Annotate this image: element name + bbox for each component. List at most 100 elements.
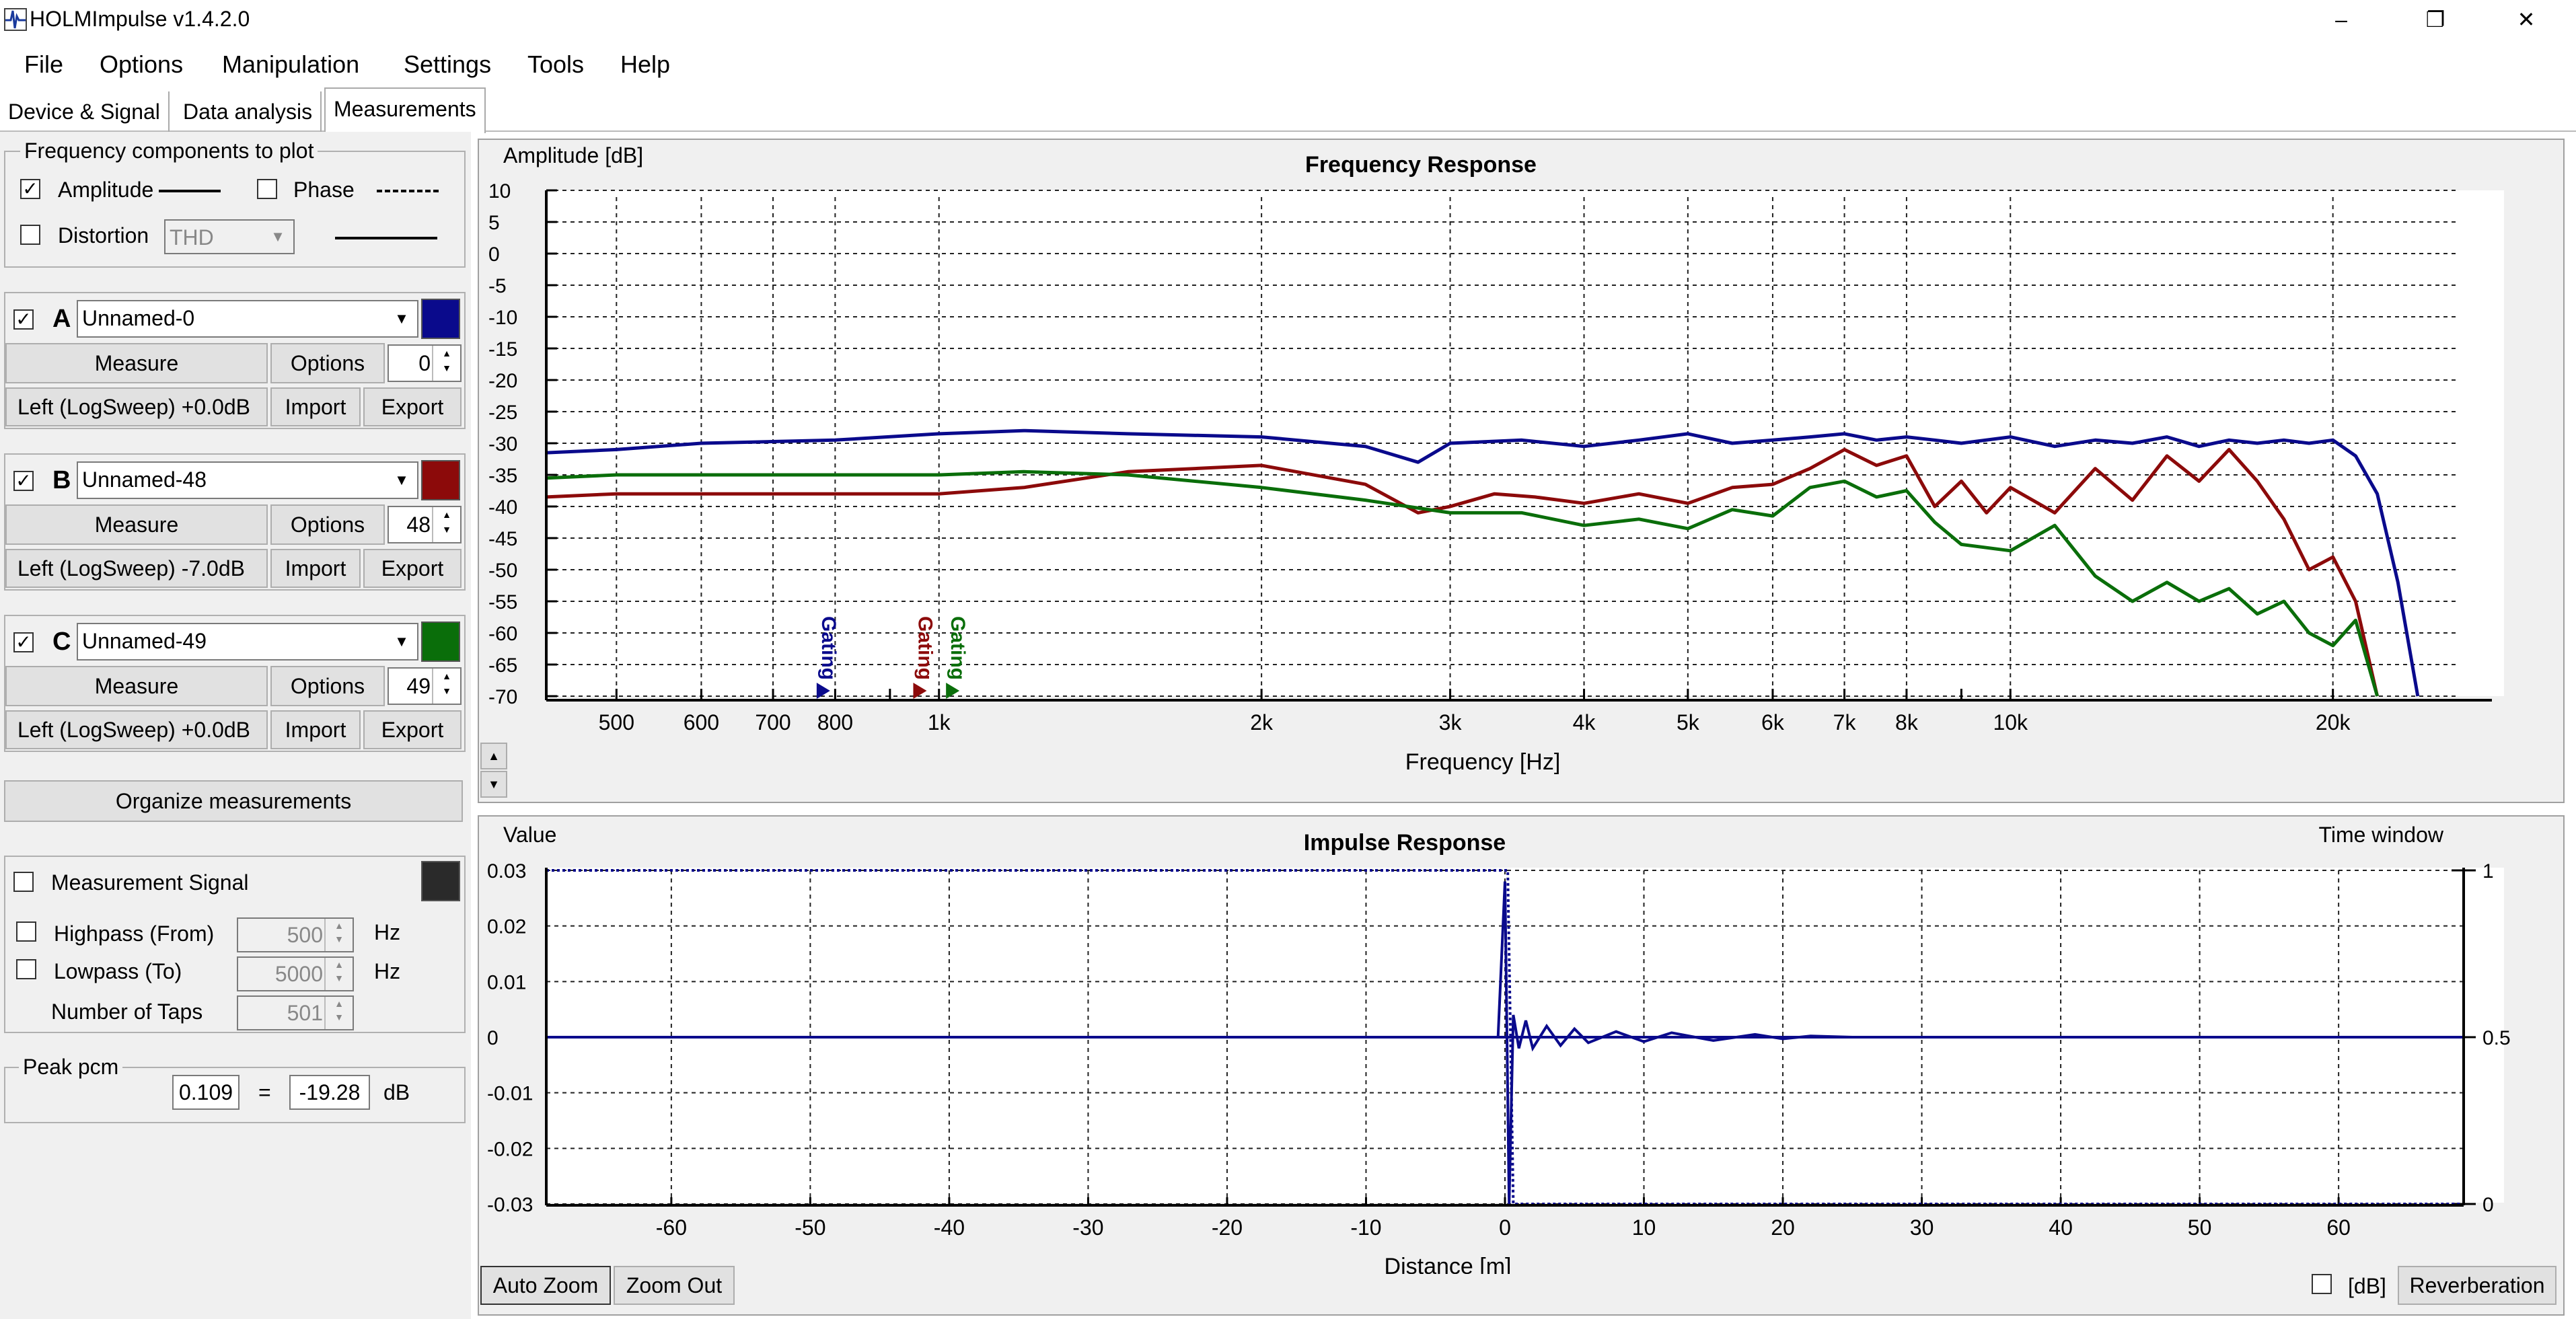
menu-file[interactable]: File [24, 50, 64, 78]
measurement-c-name-select[interactable]: Unnamed-49 ▼ [77, 623, 418, 661]
imp-y-ticks: 0.03 0.02 0.01 0 -0.01 -0.02 -0.03 [487, 860, 533, 1216]
phase-checkbox[interactable] [257, 179, 277, 199]
minimize-button[interactable]: – [2335, 7, 2347, 32]
measurement-c-info: Left (LogSweep) +0.0dB [5, 710, 268, 749]
distortion-label: Distortion [58, 223, 149, 248]
freq-x-tick-label: 20k [2316, 710, 2351, 734]
imp-x-tick-label: 10 [1632, 1215, 1656, 1240]
menu-manipulation[interactable]: Manipulation [222, 50, 360, 78]
phase-label: Phase [293, 178, 355, 202]
spinner-arrows-icon[interactable]: ▲ ▼ [432, 507, 460, 542]
measurement-signal-color-swatch[interactable] [421, 861, 460, 901]
measurement-c-options-button[interactable]: Options [270, 666, 385, 706]
freq-y-tick-label: -30 [488, 433, 517, 455]
impulse-response-chart[interactable]: 0.03 0.02 0.01 0 -0.01 -0.02 -0.03 1 0.5 0 -60 -5… [479, 817, 2562, 1274]
measurement-b-checkbox[interactable]: ✓ [13, 471, 34, 491]
measurement-b-import-button[interactable]: Import [270, 549, 361, 588]
measurement-b-spinner[interactable]: 48 ▲ ▼ [388, 506, 462, 543]
tab-measurements[interactable]: Measurements [324, 87, 486, 133]
freq-y-tick-label: -70 [488, 686, 517, 708]
measurement-b-measure-button[interactable]: Measure [5, 504, 268, 545]
lowpass-checkbox[interactable] [16, 959, 36, 979]
distortion-select-value: THD [170, 225, 214, 250]
distortion-select[interactable]: THD ▼ [164, 219, 295, 254]
freq-x-tick-label: 2k [1250, 710, 1274, 734]
amplitude-checkbox[interactable]: ✓ [20, 179, 40, 199]
organize-measurements-button[interactable]: Organize measurements [4, 780, 463, 822]
reverberation-button[interactable]: Reverberation [2398, 1266, 2556, 1305]
menu-settings[interactable]: Settings [404, 50, 492, 78]
peak-equals: = [258, 1080, 271, 1104]
measurement-a-options-button[interactable]: Options [270, 343, 385, 383]
distortion-line-sample [335, 237, 437, 239]
freq-y-tick-label: 10 [488, 180, 511, 202]
freq-y-tick-label: -60 [488, 623, 517, 645]
taps-spinner[interactable]: 501 ▲ ▼ [237, 995, 354, 1030]
measurement-a-checkbox[interactable]: ✓ [13, 309, 34, 330]
measurement-b-name-select[interactable]: Unnamed-48 ▼ [77, 461, 418, 499]
spinner-arrows-icon[interactable]: ▲ ▼ [324, 919, 353, 951]
menu-options[interactable]: Options [100, 50, 184, 78]
frequency-response-chart[interactable]: 10 5 0 -5 -10 -15 -20 -25 -30 -35 -40 -45 -50 -55 -60 -… [479, 140, 2562, 800]
title-bar [0, 0, 2576, 39]
lowpass-label: Lowpass (To) [54, 959, 182, 983]
gating-marker-b-icon [913, 683, 927, 699]
db-checkbox[interactable] [2312, 1274, 2332, 1294]
tab-device-signal[interactable]: Device & Signal [0, 91, 170, 132]
highpass-checkbox[interactable] [16, 921, 36, 942]
freq-y-tick-label: -25 [488, 402, 517, 424]
restore-button[interactable]: ❐ [2425, 7, 2445, 32]
measurement-a-name-select[interactable]: Unnamed-0 ▼ [77, 300, 418, 338]
freq-x-tick-label: 7k [1833, 710, 1857, 734]
measurement-b-export-button[interactable]: Export [363, 549, 462, 588]
spinner-arrows-icon[interactable]: ▲ ▼ [432, 669, 460, 704]
freq-series-b-line [546, 447, 2380, 697]
menu-tools[interactable]: Tools [527, 50, 585, 78]
highpass-spinner[interactable]: 500 ▲ ▼ [237, 917, 354, 952]
close-button[interactable]: ✕ [2517, 7, 2536, 32]
measurement-c-measure-button[interactable]: Measure [5, 666, 268, 706]
imp-x-tick-label: 0 [1499, 1215, 1511, 1240]
freq-x-label: Frequency [Hz] [1405, 749, 1561, 775]
measurement-signal-checkbox[interactable] [13, 872, 34, 892]
measurement-a-measure-button[interactable]: Measure [5, 343, 268, 383]
spinner-arrows-icon[interactable]: ▲ ▼ [324, 997, 353, 1029]
freq-y-tick-label: -40 [488, 496, 517, 519]
measurement-a-import-button[interactable]: Import [270, 387, 361, 426]
imp-y-tick-label: 0.01 [487, 971, 526, 993]
measurement-c-spinner[interactable]: 49 ▲ ▼ [388, 667, 462, 705]
measurement-a-color-swatch[interactable] [421, 299, 460, 339]
scroll-down-icon[interactable]: ▼ [480, 771, 507, 798]
imp-y-tick-label: -0.02 [487, 1138, 533, 1160]
spinner-arrows-icon[interactable]: ▲ ▼ [324, 958, 353, 990]
measurement-b-info: Left (LogSweep) -7.0dB [5, 549, 268, 588]
measurement-b-options-button[interactable]: Options [270, 504, 385, 545]
menu-help[interactable]: Help [620, 50, 671, 78]
spinner-arrows-icon[interactable]: ▲ ▼ [432, 346, 460, 381]
freq-x-tick-label: 700 [755, 710, 790, 734]
measurement-a-spinner[interactable]: 0 ▲ ▼ [388, 344, 462, 382]
measurement-b-color-swatch[interactable] [421, 460, 460, 500]
imp-x-tick-label: 50 [2188, 1215, 2212, 1240]
auto-zoom-button[interactable]: Auto Zoom [480, 1266, 611, 1305]
tab-data-analysis[interactable]: Data analysis [175, 91, 322, 132]
imp-right-tick-label: 1 [2482, 860, 2494, 882]
frequency-components-title: Frequency components to plot [20, 139, 318, 163]
imp-x-tick-label: -10 [1350, 1215, 1381, 1240]
measurement-a-export-button[interactable]: Export [363, 387, 462, 426]
imp-y-tick-label: -0.03 [487, 1194, 533, 1216]
measurement-c-export-button[interactable]: Export [363, 710, 462, 749]
gating-marker-c-icon [946, 683, 960, 699]
measurement-c-color-swatch[interactable] [421, 621, 460, 662]
measurement-c-import-button[interactable]: Import [270, 710, 361, 749]
imp-title: Impulse Response [1304, 830, 1506, 856]
freq-y-tick-label: -20 [488, 370, 517, 392]
scroll-up-icon[interactable]: ▲ [480, 743, 507, 769]
freq-gating-markers[interactable]: Gating Gating Gating [816, 616, 969, 699]
lowpass-spinner[interactable]: 5000 ▲ ▼ [237, 956, 354, 991]
measurement-c-checkbox[interactable]: ✓ [13, 632, 34, 652]
distortion-checkbox[interactable] [20, 225, 40, 245]
imp-grid [546, 870, 2464, 1207]
chevron-down-icon: ▼ [262, 221, 293, 253]
zoom-out-button[interactable]: Zoom Out [614, 1266, 735, 1305]
